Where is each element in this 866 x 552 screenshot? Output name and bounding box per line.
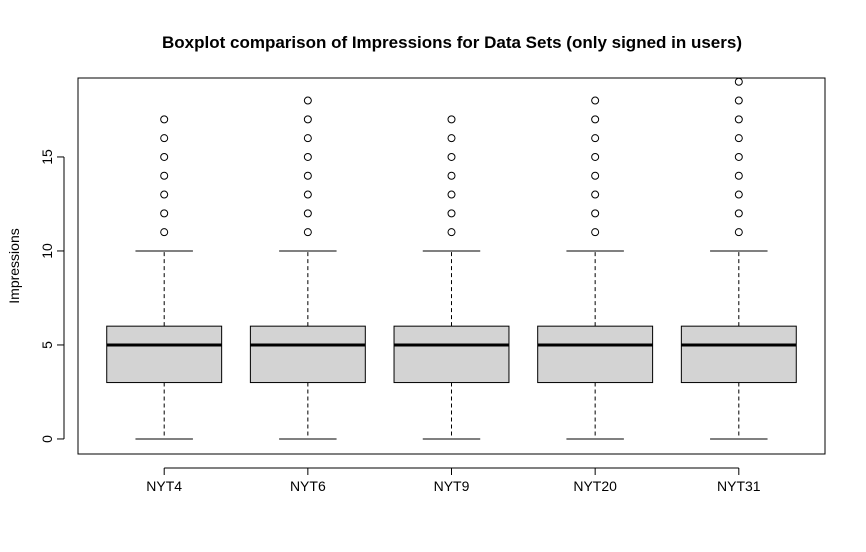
outlier-point xyxy=(160,171,169,180)
boxes-group xyxy=(106,77,797,440)
outlier-point xyxy=(591,115,600,124)
outlier-point xyxy=(734,209,743,218)
x-tick-label: NYT31 xyxy=(717,478,761,494)
box-iqr xyxy=(680,325,797,384)
outlier-point xyxy=(734,228,743,237)
outlier-point xyxy=(591,209,600,218)
plot-frame xyxy=(77,77,826,455)
outlier-point xyxy=(447,209,456,218)
outlier-point xyxy=(303,152,312,161)
outlier-point xyxy=(591,96,600,105)
y-axis: 0 5 10 15 xyxy=(39,149,65,443)
chart-title: Boxplot comparison of Impressions for Da… xyxy=(162,33,742,52)
outlier-point xyxy=(447,134,456,143)
outlier-point xyxy=(734,96,743,105)
outlier-point xyxy=(303,171,312,180)
outlier-point xyxy=(447,115,456,124)
outlier-point xyxy=(591,134,600,143)
outlier-point xyxy=(160,152,169,161)
y-axis-label: Impressions xyxy=(6,228,22,303)
outlier-point xyxy=(447,228,456,237)
outlier-point xyxy=(734,77,743,86)
outlier-point xyxy=(591,228,600,237)
outlier-point xyxy=(591,190,600,199)
x-tick-label: NYT4 xyxy=(146,478,182,494)
y-tick-label: 15 xyxy=(39,149,55,165)
outlier-point xyxy=(734,152,743,161)
outlier-point xyxy=(160,134,169,143)
outlier-point xyxy=(591,171,600,180)
x-axis: NYT4 NYT6 NYT9 NYT20 NYT31 xyxy=(146,467,761,494)
outlier-point xyxy=(734,134,743,143)
y-tick-label: 5 xyxy=(39,341,55,349)
outlier-point xyxy=(447,152,456,161)
outlier-point xyxy=(303,96,312,105)
outlier-point xyxy=(734,171,743,180)
outlier-point xyxy=(447,171,456,180)
x-tick-label: NYT20 xyxy=(573,478,617,494)
outlier-point xyxy=(160,115,169,124)
outlier-point xyxy=(160,228,169,237)
outlier-point xyxy=(303,115,312,124)
outlier-point xyxy=(160,190,169,199)
box-iqr xyxy=(249,325,366,384)
outlier-point xyxy=(734,115,743,124)
box-iqr xyxy=(537,325,654,384)
outlier-point xyxy=(734,190,743,199)
outlier-point xyxy=(160,209,169,218)
outlier-point xyxy=(303,134,312,143)
x-tick-label: NYT9 xyxy=(434,478,470,494)
outlier-point xyxy=(303,209,312,218)
box-iqr xyxy=(106,325,223,384)
outlier-point xyxy=(303,190,312,199)
y-tick-label: 10 xyxy=(39,243,55,259)
y-tick-label: 0 xyxy=(39,435,55,443)
outlier-point xyxy=(303,228,312,237)
box-iqr xyxy=(393,325,510,384)
outlier-point xyxy=(447,190,456,199)
x-tick-label: NYT6 xyxy=(290,478,326,494)
outlier-point xyxy=(591,152,600,161)
